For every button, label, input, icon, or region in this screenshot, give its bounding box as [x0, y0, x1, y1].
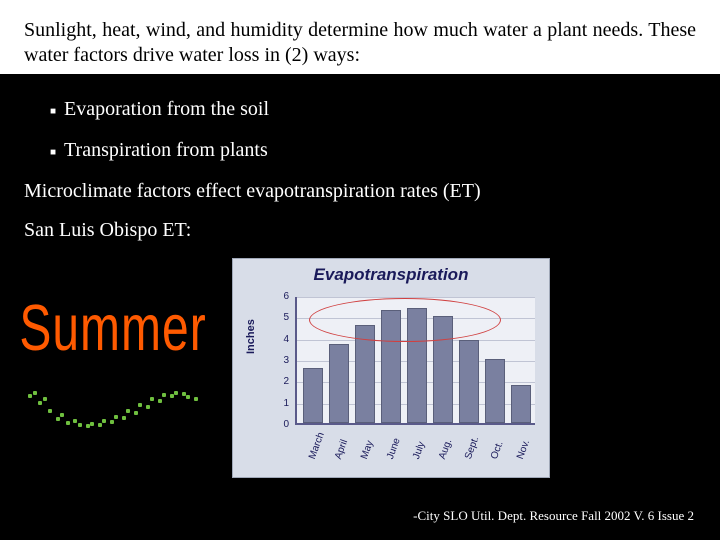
x-tick: Oct. [489, 440, 506, 461]
bullet-icon: ■ [50, 147, 56, 158]
y-axis-label: Inches [245, 319, 257, 354]
bullet-list: ■ Evaporation from the soil ■ Transpirat… [50, 98, 720, 162]
bullet-icon: ■ [50, 106, 56, 117]
x-tick: May [359, 439, 376, 461]
y-tick: 3 [275, 355, 289, 366]
chart-bar [303, 368, 323, 423]
x-tick: March [307, 431, 327, 461]
bullet-text: Transpiration from plants [64, 139, 268, 162]
annotation-ellipse [309, 298, 501, 342]
y-tick: 2 [275, 376, 289, 387]
chart-bar [485, 359, 505, 423]
list-item: ■ Transpiration from plants [50, 139, 720, 162]
y-tick: 5 [275, 312, 289, 323]
slo-label: San Luis Obispo ET: [24, 219, 720, 242]
x-tick: Aug. [437, 438, 454, 461]
x-tick: Sept. [463, 435, 481, 461]
y-tick: 0 [275, 419, 289, 430]
x-tick: July [411, 440, 427, 460]
summer-word: Summer [19, 303, 206, 358]
citation-text: -City SLO Util. Dept. Resource Fall 2002… [413, 508, 694, 524]
y-tick: 1 [275, 398, 289, 409]
bullet-text: Evaporation from the soil [64, 98, 269, 121]
green-dots-graphic [18, 389, 208, 429]
x-tick: April [333, 438, 350, 461]
et-chart: Evapotranspiration Inches 0 1 2 3 4 5 6 March Ap… [232, 258, 550, 478]
chart-bar [459, 340, 479, 423]
list-item: ■ Evaporation from the soil [50, 98, 720, 121]
y-tick: 4 [275, 334, 289, 345]
chart-title: Evapotranspiration [233, 265, 549, 285]
intro-paragraph: Sunlight, heat, wind, and humidity deter… [24, 18, 696, 68]
chart-bar [329, 344, 349, 423]
x-tick: June [385, 437, 403, 461]
chart-bar [511, 385, 531, 423]
microclimate-text: Microclimate factors effect evapotranspi… [24, 180, 696, 203]
summer-graphic: Summer [18, 310, 208, 429]
y-tick: 6 [275, 291, 289, 302]
x-tick: Nov. [515, 438, 532, 460]
